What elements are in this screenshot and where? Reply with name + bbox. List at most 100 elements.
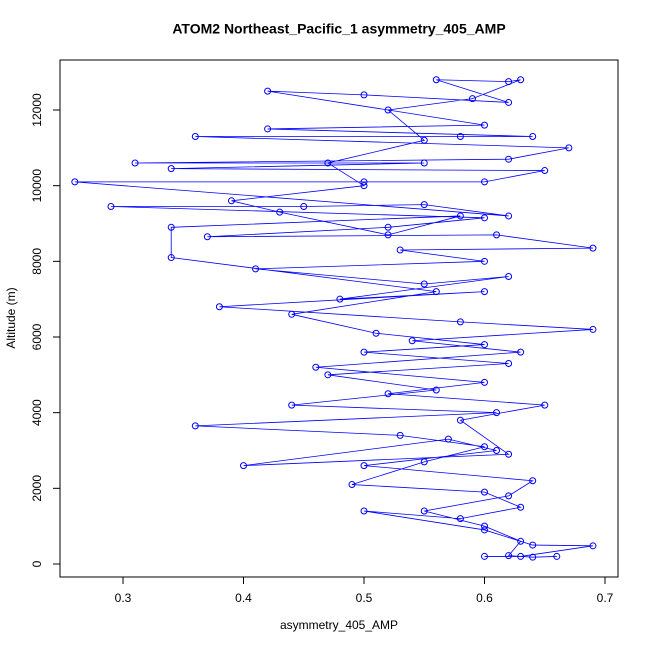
data-point bbox=[505, 155, 513, 163]
data-point bbox=[420, 507, 428, 515]
data-point bbox=[505, 78, 513, 86]
data-point bbox=[215, 303, 223, 311]
data-point bbox=[517, 537, 525, 545]
x-tick-label: 0.7 bbox=[597, 591, 614, 605]
data-point bbox=[493, 446, 501, 454]
data-point bbox=[589, 325, 597, 333]
data-point bbox=[480, 178, 488, 186]
data-point bbox=[252, 265, 260, 273]
data-point bbox=[529, 477, 537, 485]
data-point bbox=[203, 233, 211, 241]
data-point bbox=[589, 244, 597, 252]
data-point bbox=[432, 288, 440, 296]
data-point bbox=[131, 159, 139, 167]
data-point bbox=[420, 159, 428, 167]
data-point bbox=[420, 136, 428, 144]
y-tick-label: 12000 bbox=[30, 93, 44, 127]
data-point bbox=[264, 87, 272, 95]
data-point bbox=[191, 132, 199, 140]
data-point bbox=[505, 212, 513, 220]
data-point bbox=[227, 197, 235, 205]
y-tick-label: 2000 bbox=[30, 475, 44, 502]
data-point bbox=[71, 178, 79, 186]
plot-frame bbox=[59, 59, 619, 578]
data-point bbox=[505, 359, 513, 367]
chart-title: ATOM2 Northeast_Pacific_1 asymmetry_405_… bbox=[172, 21, 505, 37]
data-point bbox=[288, 401, 296, 409]
data-point bbox=[264, 125, 272, 133]
data-point bbox=[480, 214, 488, 222]
y-tick-label: 10000 bbox=[30, 169, 44, 203]
data-point bbox=[432, 386, 440, 394]
data-point bbox=[276, 208, 284, 216]
data-point bbox=[408, 337, 416, 345]
data-point bbox=[480, 341, 488, 349]
data-point bbox=[541, 167, 549, 175]
data-point bbox=[396, 246, 404, 254]
data-point bbox=[396, 431, 404, 439]
data-point bbox=[432, 76, 440, 84]
data-point bbox=[336, 295, 344, 303]
data-point bbox=[288, 310, 296, 318]
data-line bbox=[74, 79, 593, 558]
data-point bbox=[167, 254, 175, 262]
data-point bbox=[553, 552, 561, 560]
data-point bbox=[480, 488, 488, 496]
x-tick-label: 0.3 bbox=[115, 591, 132, 605]
data-point bbox=[444, 435, 452, 443]
data-point bbox=[529, 553, 537, 561]
data-point bbox=[480, 257, 488, 265]
data-point bbox=[480, 378, 488, 386]
data-point bbox=[456, 515, 464, 523]
y-tick-label: 4000 bbox=[30, 399, 44, 426]
data-point bbox=[324, 371, 332, 379]
x-axis-label: asymmetry_405_AMP bbox=[280, 618, 398, 632]
data-point bbox=[505, 492, 513, 500]
data-point bbox=[191, 422, 199, 430]
data-point bbox=[167, 165, 175, 173]
data-point bbox=[541, 401, 549, 409]
data-point bbox=[589, 542, 597, 550]
y-tick-label: 0 bbox=[30, 560, 44, 567]
data-point bbox=[456, 212, 464, 220]
data-point bbox=[372, 329, 380, 337]
y-tick-label: 8000 bbox=[30, 248, 44, 275]
y-axis-label: Altitude (m) bbox=[4, 287, 18, 348]
data-point bbox=[348, 481, 356, 489]
data-point bbox=[312, 363, 320, 371]
data-point bbox=[360, 91, 368, 99]
data-point bbox=[360, 178, 368, 186]
data-point bbox=[456, 132, 464, 140]
data-point bbox=[384, 390, 392, 398]
data-point bbox=[493, 409, 501, 417]
data-point bbox=[480, 552, 488, 560]
data-point bbox=[480, 288, 488, 296]
data-point bbox=[480, 522, 488, 530]
data-point bbox=[360, 462, 368, 470]
x-tick-label: 0.4 bbox=[235, 591, 252, 605]
data-point bbox=[565, 144, 573, 152]
data-point bbox=[360, 182, 368, 190]
data-point bbox=[300, 202, 308, 210]
data-point bbox=[384, 106, 392, 114]
data-point bbox=[480, 526, 488, 534]
data-point bbox=[420, 201, 428, 209]
data-point bbox=[456, 416, 464, 424]
data-point bbox=[505, 552, 513, 560]
data-point bbox=[480, 443, 488, 451]
data-point bbox=[240, 462, 248, 470]
data-point bbox=[167, 223, 175, 231]
data-point bbox=[505, 272, 513, 280]
data-point bbox=[360, 507, 368, 515]
data-point bbox=[505, 98, 513, 106]
x-tick-label: 0.6 bbox=[476, 591, 493, 605]
data-point bbox=[324, 159, 332, 167]
data-point bbox=[493, 231, 501, 239]
x-tick-label: 0.5 bbox=[356, 591, 373, 605]
data-point bbox=[468, 95, 476, 103]
data-point bbox=[517, 552, 525, 560]
data-point bbox=[384, 231, 392, 239]
data-point bbox=[517, 503, 525, 511]
